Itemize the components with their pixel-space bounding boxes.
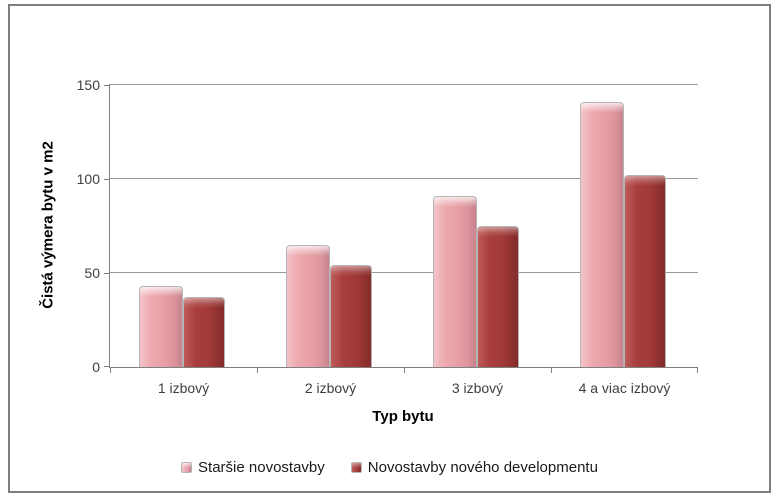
legend-label: Novostavby nového developmentu: [367, 459, 598, 476]
y-tick-label-150: 150: [76, 77, 100, 93]
gridline-50: [110, 272, 698, 273]
bar-s0-c2: [433, 195, 477, 367]
bar-s0-c0: [139, 286, 183, 367]
x-category-label: 1 izbový: [157, 380, 210, 396]
bar-s0-c3: [580, 101, 624, 367]
bar-s1-c2: [477, 226, 519, 367]
legend-item-0: Staršie novostavby: [181, 459, 325, 476]
bar-s1-c0: [183, 297, 225, 367]
y-tick-50: [104, 273, 110, 274]
bar-s1-c1: [330, 265, 372, 367]
y-axis-title: Čistá výmera bytu v m2: [39, 141, 57, 309]
x-category-label: 4 a viac izbový: [578, 380, 671, 396]
y-tick-label-0: 0: [92, 359, 100, 375]
y-tick-label-100: 100: [76, 171, 100, 187]
x-tick-0: [110, 368, 111, 373]
chart-frame: Čistá výmera bytu v m2 0 50 100 150 1 izbový…: [8, 4, 771, 493]
y-tick-100: [104, 179, 110, 180]
x-tick-3: [551, 368, 552, 373]
legend-label: Staršie novostavby: [198, 459, 325, 476]
legend-swatch-icon: [350, 462, 362, 473]
x-tick-4: [697, 368, 698, 373]
legend-item-1: Novostavby nového developmentu: [350, 459, 598, 476]
plot-area: 0 50 100 150 1 izbový 2 izbový 3 izbový 4 a via…: [77, 77, 698, 396]
gridline-100: [110, 178, 698, 179]
bar-s0-c1: [286, 244, 330, 367]
bar-s1-c3: [624, 175, 666, 367]
y-tick-150: [104, 85, 110, 86]
y-tick-0: [104, 366, 110, 367]
x-category-label: 2 izbový: [304, 380, 357, 396]
x-tick-2: [404, 368, 405, 373]
x-axis-title: Typ bytu: [372, 408, 434, 425]
legend-swatch-icon: [181, 462, 193, 473]
x-category-label: 3 izbový: [451, 380, 504, 396]
y-tick-label-50: 50: [84, 265, 100, 281]
legend: Staršie novostavby Novostavby nového deve…: [10, 459, 769, 476]
x-tick-1: [257, 368, 258, 373]
